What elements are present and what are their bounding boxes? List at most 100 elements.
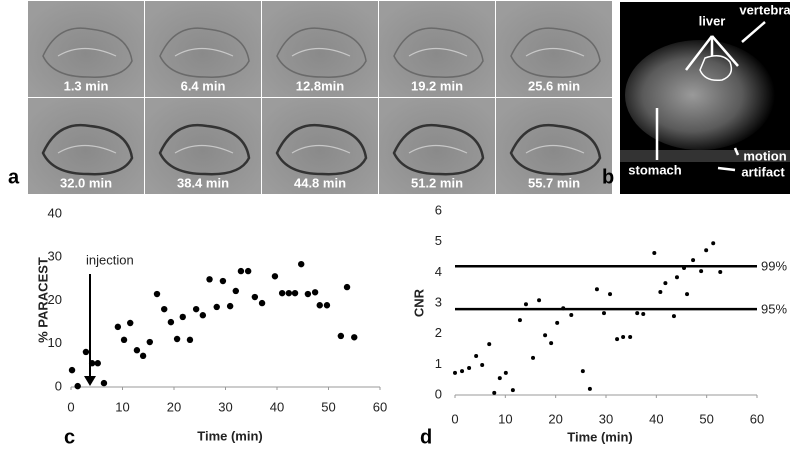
y-tick-label: 2 [435, 325, 442, 340]
body-outline [509, 123, 602, 176]
point [685, 292, 690, 297]
y-axis-title: % PARACEST [35, 257, 50, 343]
point [226, 302, 234, 310]
threshold-label: 99% [761, 259, 787, 274]
x-tick-label: 30 [599, 411, 613, 426]
point [74, 382, 81, 390]
panel-b: liver vertebra stomach motion artifact [620, 2, 791, 194]
point [480, 362, 485, 367]
point [594, 287, 599, 292]
x-tick-label: 60 [373, 399, 387, 414]
body-outline [510, 27, 601, 78]
point [691, 258, 696, 263]
arrows [655, 21, 766, 172]
time-label: 25.6 min [528, 78, 580, 93]
point [699, 269, 704, 274]
point [146, 338, 153, 346]
organ [291, 47, 351, 57]
point [237, 267, 245, 275]
x-tick-label: 50 [699, 411, 713, 426]
point [100, 379, 108, 387]
time-label: 51.2 min [411, 175, 463, 190]
x-axis-title: Time (min) [197, 428, 263, 443]
body-outline [392, 123, 485, 176]
point [531, 355, 536, 360]
body-outline [393, 27, 484, 78]
x-tick-label: 20 [167, 399, 181, 414]
body-outline [41, 123, 134, 176]
y-tick-label: 1 [435, 356, 442, 371]
panel-label: d [420, 426, 432, 448]
point [68, 366, 76, 374]
point [127, 319, 134, 327]
point [298, 260, 305, 268]
point [271, 273, 279, 280]
time-label: 6.4 min [181, 78, 226, 93]
y-tick-label: 20 [48, 292, 62, 307]
body-outline [159, 27, 250, 78]
point [549, 341, 554, 346]
point [153, 290, 161, 298]
point [206, 276, 213, 283]
x-tick-label: 40 [649, 411, 663, 426]
y-tick-label: 40 [48, 205, 62, 220]
y-axis-title: CNR [411, 288, 426, 317]
point [460, 369, 465, 374]
y-tick-label: 4 [435, 264, 442, 279]
organ [525, 47, 585, 57]
point [718, 270, 723, 275]
point [635, 311, 640, 316]
point [291, 289, 299, 297]
point [161, 305, 168, 313]
artifact-band [620, 150, 790, 162]
point [615, 337, 620, 342]
point [628, 335, 633, 340]
point [244, 267, 252, 275]
body-outline [275, 123, 368, 176]
time-label: 1.3 min [64, 78, 109, 93]
body-outline [276, 27, 367, 78]
point [587, 386, 592, 391]
point [192, 305, 200, 313]
organ [408, 47, 468, 57]
point [711, 241, 716, 246]
point [652, 251, 657, 256]
point [467, 366, 472, 371]
point [351, 334, 358, 341]
point [510, 388, 515, 393]
point [133, 347, 141, 354]
y-tick-label: 0 [435, 386, 442, 401]
time-label: 19.2 min [411, 78, 463, 93]
roi-outline [699, 55, 733, 82]
point [179, 313, 186, 321]
x-tick-label: 10 [115, 399, 129, 414]
time-label: 55.7 min [528, 175, 580, 190]
label-liver: liver [699, 13, 726, 28]
point [323, 302, 331, 309]
point [453, 370, 457, 375]
point [337, 332, 345, 340]
point [94, 360, 101, 367]
point [82, 348, 90, 356]
organ [408, 144, 468, 154]
time-label: 38.4 min [177, 175, 229, 190]
organ [525, 144, 585, 154]
point [278, 289, 286, 297]
point [139, 352, 147, 360]
point [503, 370, 508, 375]
y-tick-label: 6 [435, 202, 442, 217]
body-outline [42, 27, 133, 78]
panel-label: c [64, 426, 75, 448]
label-stomach: stomach [628, 162, 682, 177]
point [186, 336, 194, 344]
point [120, 336, 128, 344]
point [658, 289, 663, 294]
organ [174, 47, 234, 57]
point [523, 302, 528, 307]
point [258, 299, 266, 307]
time-label: 44.8 min [294, 175, 346, 190]
body-outline [158, 123, 251, 176]
threshold-label: 95% [761, 302, 787, 317]
point [561, 306, 566, 311]
injection-arrow [84, 274, 96, 386]
